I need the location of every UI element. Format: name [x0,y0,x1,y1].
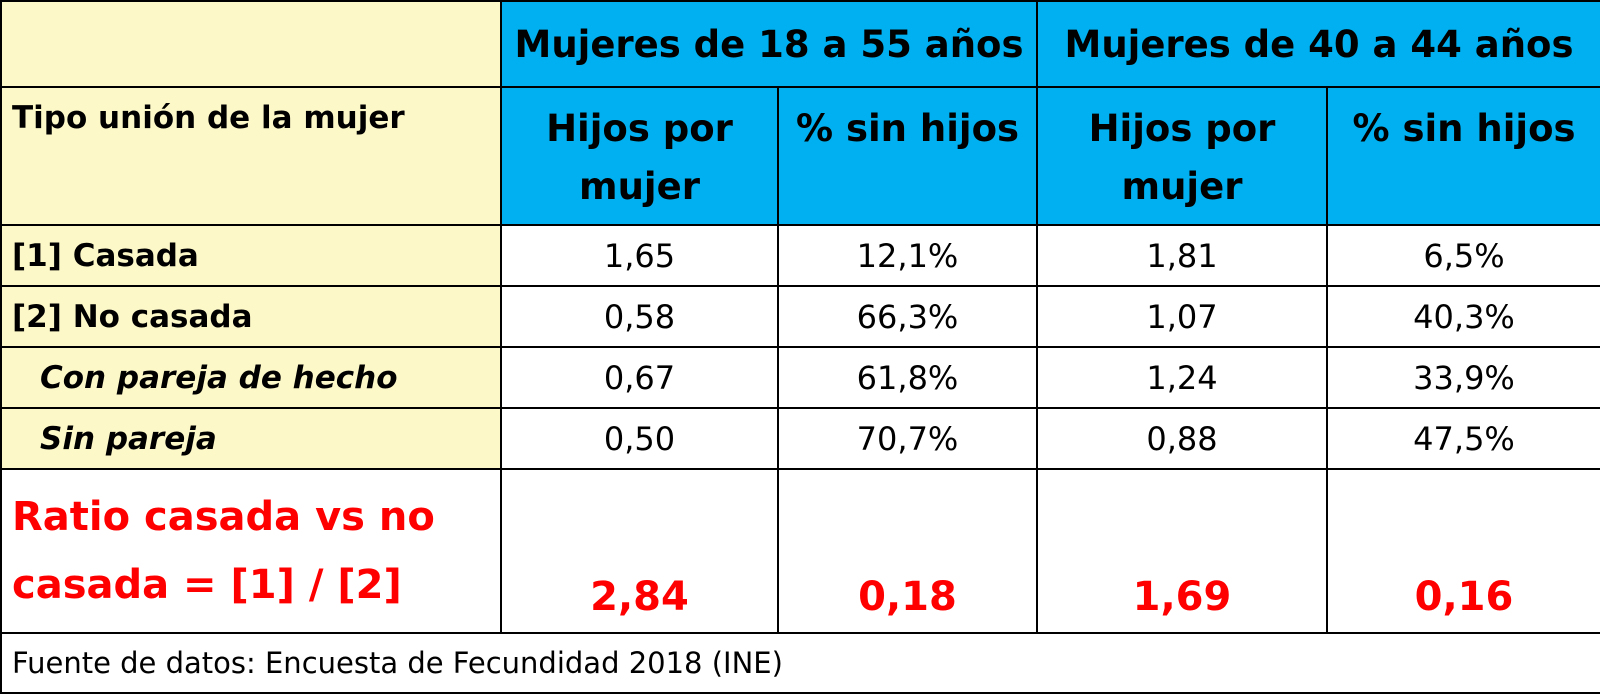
sin-hijos-header: % sin hijos [777,86,1038,226]
table-cell: 12,1% [777,224,1038,287]
ratio-label-line2: casada = [1] / [2] [12,562,402,608]
table-cell: 0,88 [1036,407,1328,470]
hijos-header-line1: Hijos por [546,107,733,150]
ratio-label-line1: Ratio casada vs no [12,494,435,540]
table-cell: 33,9% [1326,346,1600,409]
empty-corner-cell [0,0,502,88]
hijos-header-line2: mujer [1121,165,1243,208]
row-label-no-casada: [2] No casada [0,285,502,348]
table-cell: 6,5% [1326,224,1600,287]
group-header-row: Mujeres de 18 a 55 años Mujeres de 40 a … [0,0,1600,88]
table-cell: 47,5% [1326,407,1600,470]
row-label-casada: [1] Casada [0,224,502,287]
table-cell: 0,50 [500,407,779,470]
label-column-header: Tipo unión de la mujer [0,86,502,226]
source-note: Fuente de datos: Encuesta de Fecundidad … [0,632,1600,694]
table-row: Con pareja de hecho 0,67 61,8% 1,24 33,9… [0,346,1600,409]
source-row: Fuente de datos: Encuesta de Fecundidad … [0,632,1600,694]
ratio-label: Ratio casada vs no casada = [1] / [2] [0,468,502,634]
table-cell: 0,67 [500,346,779,409]
column-header-row: Tipo unión de la mujer Hijos por mujer %… [0,86,1600,226]
ratio-value: 0,18 [777,468,1038,634]
ratio-row: Ratio casada vs no casada = [1] / [2] 2,… [0,468,1600,634]
row-label-sin-pareja: Sin pareja [0,407,502,470]
table-cell: 1,07 [1036,285,1328,348]
table-cell: 1,81 [1036,224,1328,287]
ratio-value: 2,84 [500,468,779,634]
hijos-por-mujer-header: Hijos por mujer [1036,86,1328,226]
sin-hijos-header: % sin hijos [1326,86,1600,226]
ratio-value: 1,69 [1036,468,1328,634]
table-cell: 1,65 [500,224,779,287]
table-cell: 66,3% [777,285,1038,348]
table-row: [2] No casada 0,58 66,3% 1,07 40,3% [0,285,1600,348]
hijos-header-line1: Hijos por [1088,107,1276,150]
row-label-con-pareja: Con pareja de hecho [0,346,502,409]
table-cell: 0,58 [500,285,779,348]
table-row: [1] Casada 1,65 12,1% 1,81 6,5% [0,224,1600,287]
table-cell: 40,3% [1326,285,1600,348]
hijos-por-mujer-header: Hijos por mujer [500,86,779,226]
table-cell: 70,7% [777,407,1038,470]
table-cell: 1,24 [1036,346,1328,409]
ratio-value: 0,16 [1326,468,1600,634]
group-header-18-55: Mujeres de 18 a 55 años [500,0,1038,88]
group-header-40-44: Mujeres de 40 a 44 años [1036,0,1600,88]
table-cell: 61,8% [777,346,1038,409]
hijos-header-line2: mujer [579,165,700,208]
table-row: Sin pareja 0,50 70,7% 0,88 47,5% [0,407,1600,470]
